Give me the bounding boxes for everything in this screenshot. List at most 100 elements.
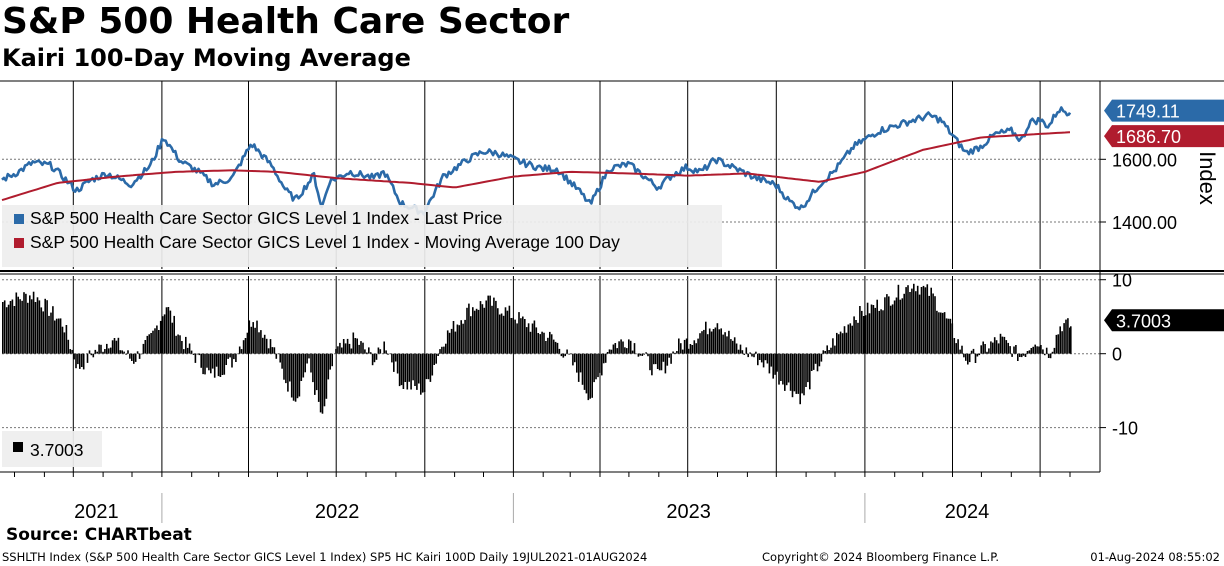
- kairi-bar: [604, 353, 607, 363]
- kairi-bar: [934, 296, 936, 354]
- kairi-bar: [739, 344, 742, 354]
- last-price-badge: 1749.11: [1116, 102, 1180, 122]
- kairi-bar: [631, 350, 634, 354]
- kairi-bar: [658, 353, 661, 371]
- kairi-bar: [1063, 323, 1065, 354]
- kairi-bar: [1015, 345, 1017, 354]
- kairi-bar: [50, 312, 52, 354]
- kairi-bar: [726, 336, 728, 354]
- kairi-bar: [980, 345, 982, 354]
- kairi-bar: [965, 353, 967, 361]
- kairi-bar: [177, 334, 179, 354]
- moving-average-badge: 1686.70: [1116, 127, 1181, 147]
- kairi-bar: [968, 353, 971, 363]
- kairi-bar: [48, 315, 50, 354]
- kairi-bar: [614, 343, 617, 354]
- kairi-bar: [643, 353, 645, 355]
- kairi-bar: [238, 346, 241, 354]
- kairi-bar: [1040, 345, 1042, 354]
- kairi-bar: [612, 344, 615, 354]
- kairi-bar: [175, 335, 177, 354]
- kairi-bar: [576, 353, 578, 373]
- kairi-bar: [674, 352, 676, 354]
- kairi-bar: [15, 292, 18, 354]
- kairi-bar: [889, 305, 892, 354]
- kairi-bar: [743, 353, 746, 355]
- kairi-bar: [608, 349, 611, 354]
- kairi-bar: [1022, 353, 1025, 356]
- kairi-bar: [387, 353, 389, 355]
- kairi-bar: [1013, 346, 1015, 354]
- kairi-bar: [281, 353, 283, 369]
- x-year-label: 2023: [666, 501, 711, 523]
- kairi-bar: [845, 332, 848, 354]
- kairi-bar: [905, 287, 907, 354]
- kairi-bar: [639, 353, 642, 356]
- kairi-bar: [27, 302, 29, 354]
- kairi-bar: [737, 349, 740, 354]
- kairi-bar: [296, 353, 299, 399]
- kairi-bar: [285, 353, 287, 384]
- kairi-bar: [864, 315, 867, 354]
- kairi-bar: [167, 307, 170, 354]
- kairi-bar: [161, 316, 164, 354]
- kairi-bar: [593, 353, 595, 383]
- kairi-bar: [909, 292, 911, 354]
- kairi-bar: [479, 301, 482, 354]
- kairi-bar: [158, 330, 160, 354]
- kairi-bar: [653, 353, 655, 365]
- kairi-last-badge-bg: [1104, 309, 1224, 332]
- kairi-bar: [1017, 353, 1019, 361]
- moving-average-badge-bg: [1104, 125, 1224, 148]
- kairi-bar: [206, 353, 208, 368]
- kairi-bar: [262, 337, 264, 354]
- kairi-bar: [420, 353, 422, 395]
- kairi-bar: [728, 330, 730, 354]
- kairi-bar: [125, 353, 127, 355]
- kairi-bar: [529, 331, 532, 354]
- kairi-bar: [111, 340, 114, 354]
- kairi-bar: [558, 348, 561, 354]
- kairi-bar: [982, 341, 984, 354]
- kairi-bar: [491, 305, 493, 354]
- kairi-bar: [159, 320, 162, 354]
- kairi-bar: [685, 338, 688, 354]
- kairi-bar: [263, 334, 266, 354]
- kairi-bar: [766, 353, 769, 364]
- kairi-bar: [1005, 340, 1008, 354]
- kairi-bar: [377, 347, 380, 354]
- kairi-bar: [497, 308, 499, 354]
- kairi-bar: [953, 338, 956, 354]
- kairi-bar: [841, 333, 844, 354]
- kairi-bar: [350, 348, 353, 354]
- kairi-bar: [498, 314, 501, 354]
- kairi-bar: [531, 323, 534, 354]
- kairi-bar: [483, 307, 486, 354]
- kairi-bar: [258, 332, 260, 354]
- kairi-bar: [924, 287, 927, 354]
- kairi-bar: [1019, 353, 1021, 357]
- kairi-bar: [882, 310, 884, 354]
- kairi-bar: [362, 342, 364, 354]
- kairi-bar: [223, 353, 226, 375]
- kairi-bar: [1028, 350, 1031, 354]
- kairi-bar: [88, 350, 91, 354]
- kairi-bar: [554, 341, 557, 354]
- kairi-bar: [599, 353, 601, 373]
- kairi-bar: [566, 349, 568, 354]
- kairi-bar: [383, 341, 385, 354]
- kairi-bar: [826, 345, 828, 354]
- kairi-bar: [13, 306, 16, 354]
- kairi-bar: [749, 352, 751, 354]
- kairi-bar: [730, 339, 732, 354]
- kairi-bar: [1034, 344, 1036, 354]
- kairi-bar: [676, 351, 678, 354]
- kairi-bar: [683, 339, 686, 354]
- kairi-bar: [970, 350, 973, 354]
- kairi-bar: [391, 353, 393, 363]
- kairi-bar: [579, 353, 582, 373]
- kairi-bar: [543, 332, 545, 354]
- kairi-bar: [441, 346, 443, 354]
- kairi-bar: [210, 353, 212, 374]
- kairi-bar: [1061, 331, 1063, 354]
